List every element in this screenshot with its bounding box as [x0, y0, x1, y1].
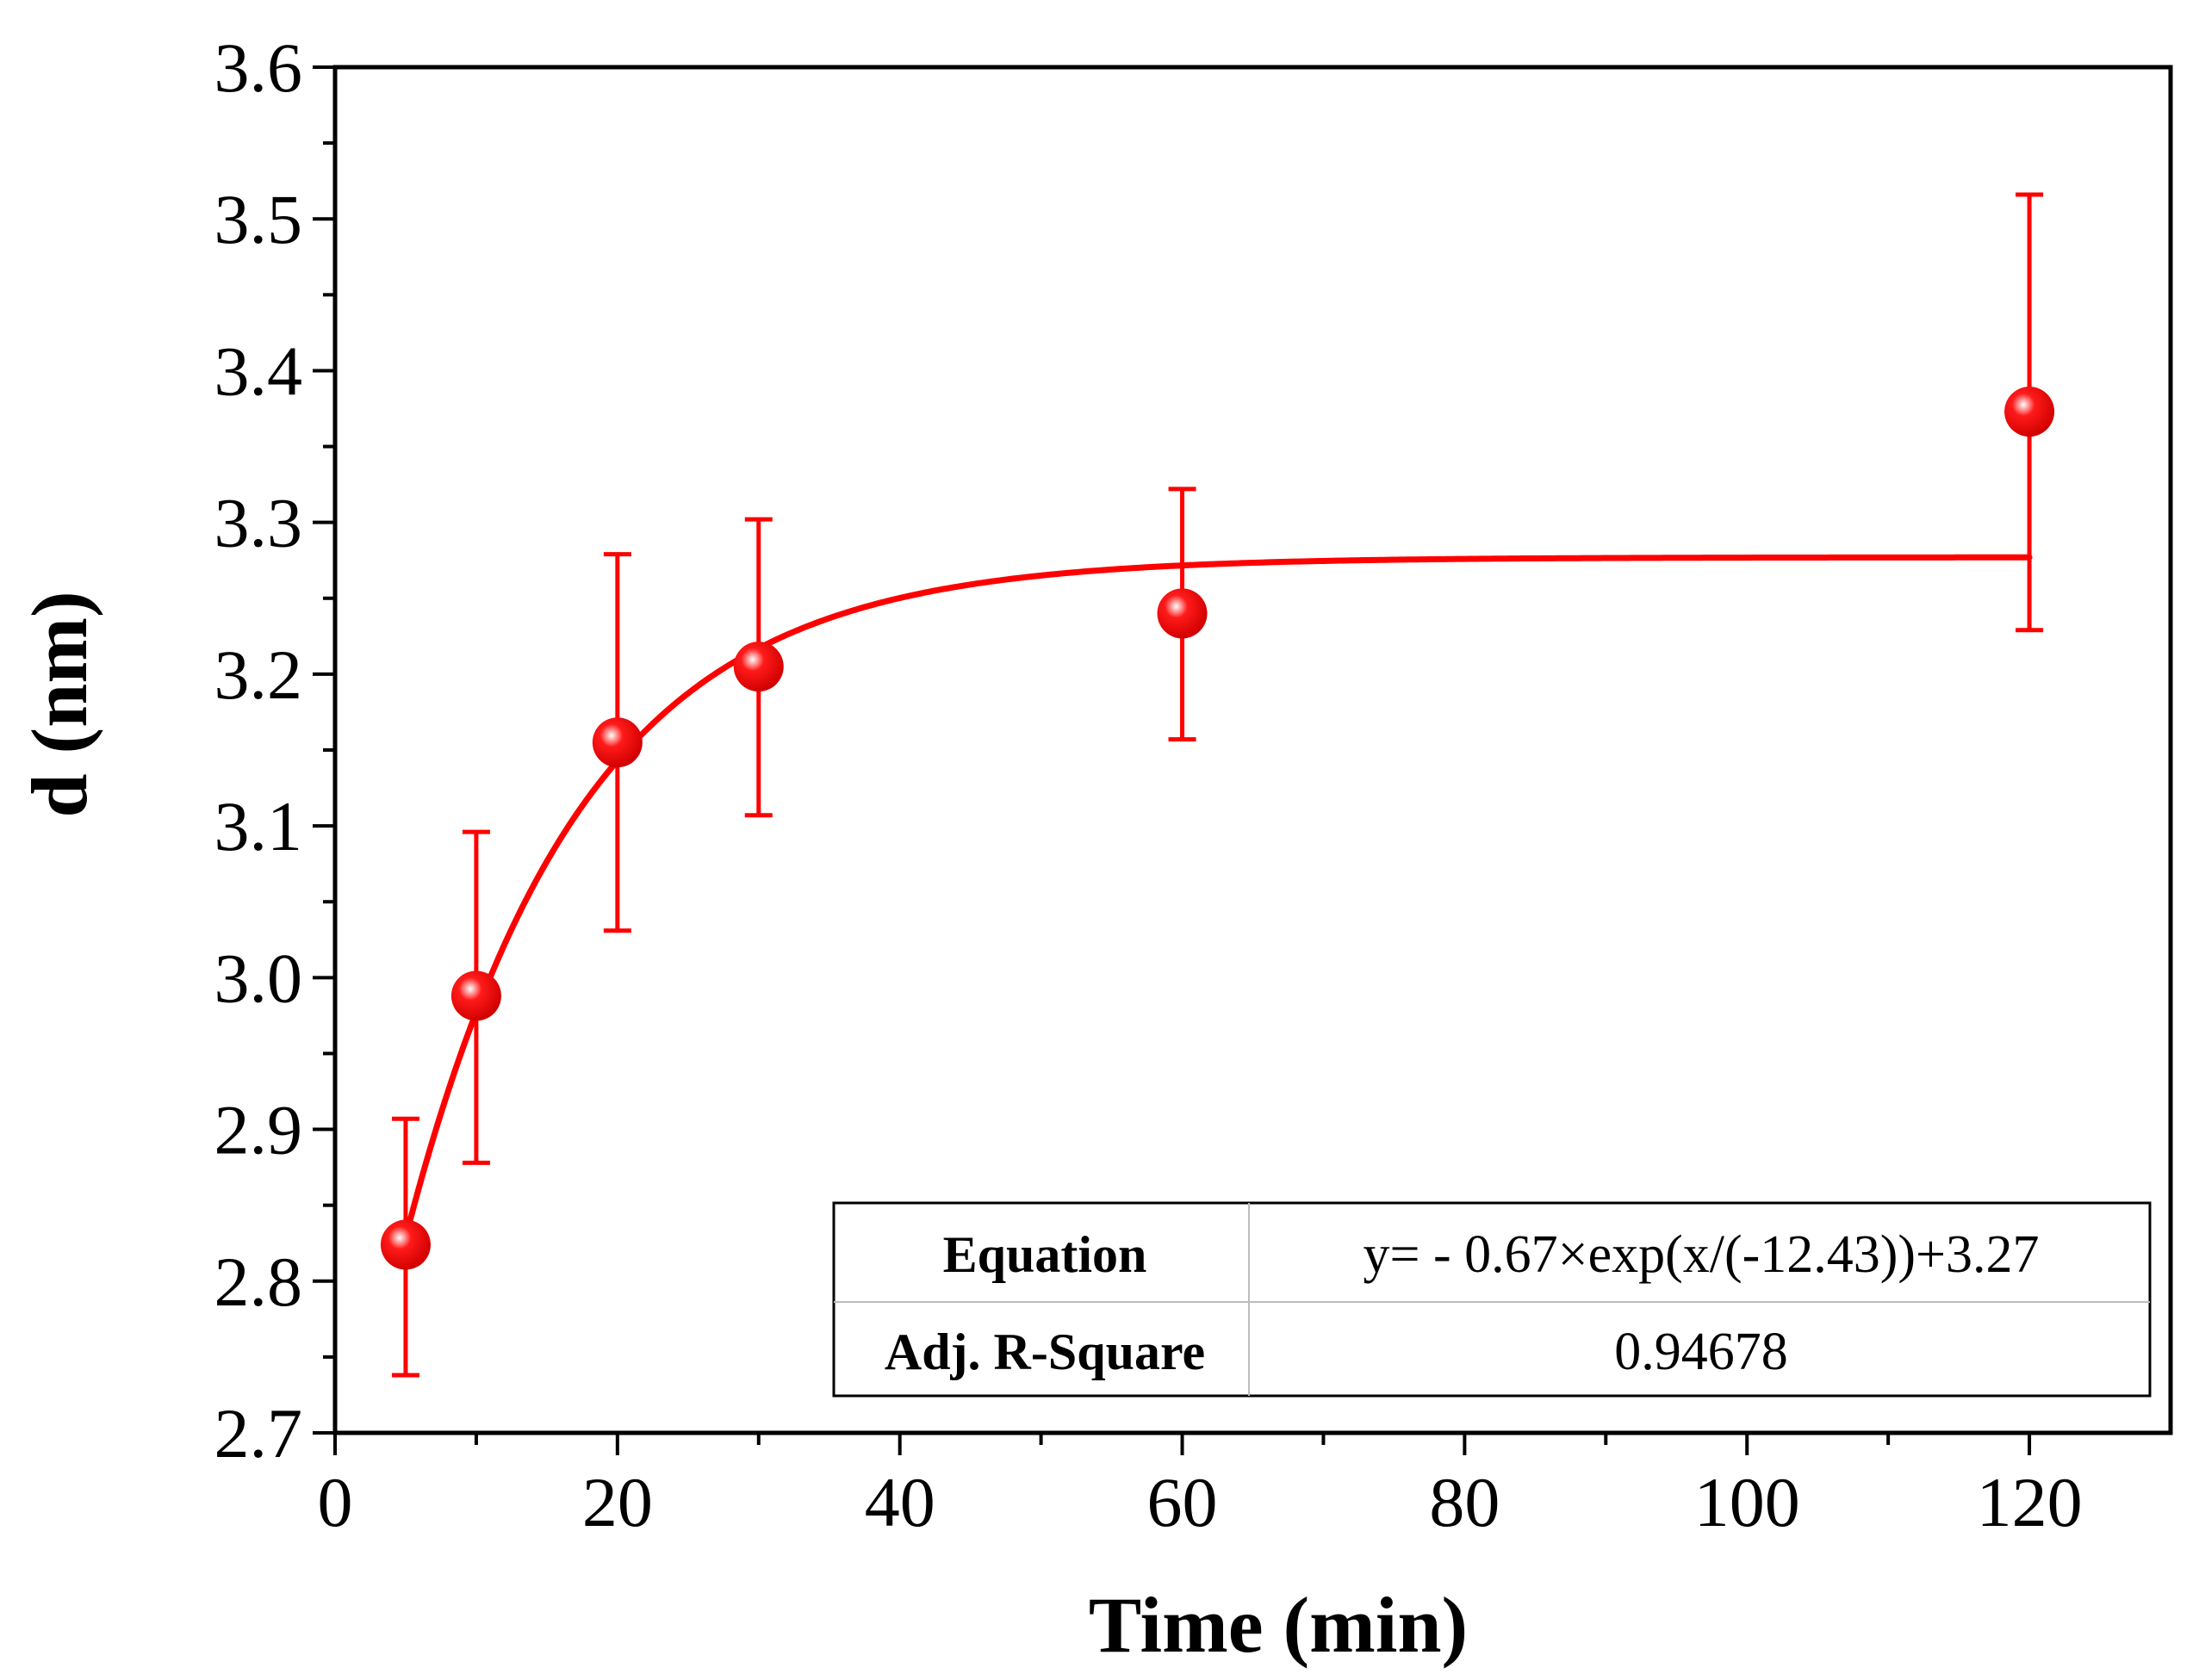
y-tick-label: 2.8: [214, 1243, 303, 1321]
y-tick-label: 3.4: [214, 332, 303, 410]
data-point: [592, 717, 643, 768]
x-tick-label: 20: [582, 1463, 653, 1541]
x-tick-label: 40: [865, 1463, 935, 1541]
x-tick-label: 100: [1694, 1463, 1800, 1541]
x-axis-title: Time (min): [1089, 1581, 1468, 1669]
results-table: Equation y= - 0.67×exp(x/(-12.43))+3.27 …: [832, 1201, 2152, 1398]
fit-curve: [402, 554, 2033, 1241]
adj-r-square-value: 0.94678: [1614, 1323, 1788, 1381]
x-tick-label: 0: [318, 1463, 353, 1541]
marker-layer: [380, 387, 2055, 1270]
y-axis-title: d (nm): [16, 591, 103, 817]
data-point: [2004, 387, 2055, 437]
equation-value: y= - 0.67×exp(x/(-12.43))+3.27: [1363, 1225, 2039, 1284]
adj-r-square-label: Adj. R-Square: [885, 1324, 1205, 1380]
tick-label-layer: 0 20 40 60 80 100 120 2.7 2.8 2.9 3.0 3.1 3.2 3.3 3.4 3…: [214, 28, 2083, 1541]
data-point: [450, 970, 501, 1021]
y-tick-label: 3.1: [214, 787, 303, 865]
y-tick-label: 2.9: [214, 1091, 303, 1169]
y-tick-label: 3.0: [214, 939, 303, 1017]
errorbar-layer: [391, 192, 2044, 1378]
x-tick-label: 120: [1977, 1463, 2083, 1541]
x-tick-label: 80: [1429, 1463, 1500, 1541]
equation-label: Equation: [943, 1226, 1147, 1283]
y-tick-label: 3.5: [214, 180, 303, 258]
results-table-border: [832, 1201, 2152, 1398]
y-tick-label: 3.3: [214, 484, 303, 562]
axes: [313, 65, 2173, 1455]
data-point: [380, 1219, 431, 1270]
y-tick-label: 2.7: [214, 1394, 303, 1472]
data-point: [733, 642, 784, 692]
fit-layer: [402, 554, 2033, 1241]
y-tick-label: 3.6: [214, 28, 303, 107]
data-point: [1157, 588, 1208, 639]
x-tick-label: 60: [1147, 1463, 1218, 1541]
y-tick-label: 3.2: [214, 635, 303, 714]
